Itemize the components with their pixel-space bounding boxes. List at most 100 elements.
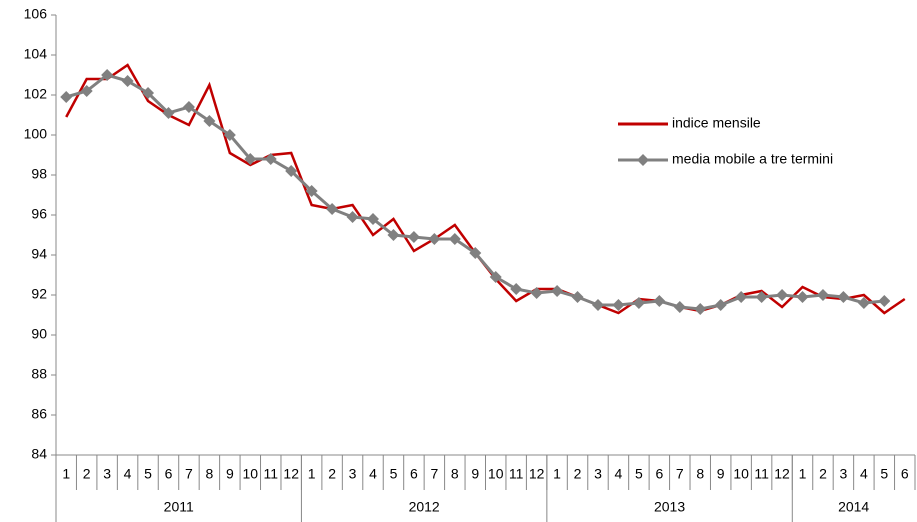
series-marker — [203, 115, 216, 127]
x-tick-label: 10 — [243, 466, 259, 482]
y-tick-label: 86 — [31, 406, 47, 422]
series-marker — [530, 287, 543, 299]
series-marker — [60, 91, 73, 103]
x-group-label: 2014 — [838, 499, 869, 515]
x-tick-label: 9 — [471, 466, 479, 482]
x-tick-label: 5 — [880, 466, 888, 482]
x-tick-label: 3 — [349, 466, 357, 482]
series-marker — [510, 283, 523, 295]
series-marker — [80, 85, 93, 97]
x-group-label: 2011 — [164, 499, 194, 515]
series-marker — [223, 129, 236, 141]
x-tick-label: 8 — [696, 466, 704, 482]
x-tick-label: 9 — [717, 466, 725, 482]
y-tick-label: 84 — [31, 446, 47, 462]
x-tick-label: 2 — [83, 466, 91, 482]
series-marker — [182, 101, 195, 113]
series-marker — [387, 229, 400, 241]
y-tick-label: 88 — [31, 366, 47, 382]
x-tick-label: 8 — [205, 466, 213, 482]
x-tick-label: 3 — [840, 466, 848, 482]
x-tick-label: 3 — [594, 466, 602, 482]
series-marker — [407, 231, 420, 243]
x-tick-label: 11 — [509, 466, 524, 482]
y-tick-label: 98 — [31, 166, 47, 182]
x-tick-label: 2 — [574, 466, 582, 482]
series-marker — [857, 297, 870, 309]
series-marker — [469, 247, 482, 259]
legend-label: indice mensile — [672, 115, 761, 131]
legend-label: media mobile a tre termini — [672, 151, 833, 167]
x-tick-label: 11 — [263, 466, 278, 482]
x-tick-label: 6 — [165, 466, 173, 482]
series-marker — [673, 301, 686, 313]
series-marker — [428, 233, 441, 245]
series-marker — [367, 213, 380, 225]
series-line — [65, 63, 906, 315]
x-tick-label: 5 — [144, 466, 152, 482]
x-tick-label: 6 — [901, 466, 909, 482]
x-tick-label: 4 — [615, 466, 623, 482]
y-tick-label: 104 — [24, 46, 48, 62]
series-marker — [285, 165, 298, 177]
series-marker — [755, 291, 768, 303]
x-tick-label: 5 — [390, 466, 398, 482]
series-marker — [346, 211, 359, 223]
x-tick-label: 1 — [308, 466, 316, 482]
x-tick-label: 12 — [774, 466, 790, 482]
x-tick-label: 4 — [369, 466, 377, 482]
series-marker — [551, 285, 564, 297]
series-marker — [448, 233, 461, 245]
x-tick-label: 10 — [733, 466, 749, 482]
series-marker — [632, 297, 645, 309]
y-tick-label: 92 — [31, 286, 47, 302]
x-tick-label: 12 — [529, 466, 545, 482]
x-tick-label: 5 — [635, 466, 643, 482]
y-tick-label: 94 — [31, 246, 47, 262]
x-tick-label: 4 — [124, 466, 132, 482]
x-tick-label: 3 — [103, 466, 111, 482]
series-marker — [694, 303, 707, 315]
series-marker — [101, 69, 114, 81]
series-marker — [142, 87, 155, 99]
legend-marker — [637, 154, 649, 166]
series-marker — [837, 291, 850, 303]
y-tick-label: 106 — [24, 6, 48, 22]
series-marker — [571, 291, 584, 303]
y-tick-label: 102 — [24, 86, 48, 102]
x-tick-label: 7 — [676, 466, 684, 482]
series-marker — [162, 107, 175, 119]
x-group-label: 2013 — [654, 499, 685, 515]
series-marker — [816, 289, 829, 301]
y-tick-label: 90 — [31, 326, 47, 342]
y-tick-label: 100 — [24, 126, 48, 142]
x-tick-label: 4 — [860, 466, 868, 482]
x-tick-label: 2 — [328, 466, 336, 482]
y-tick-label: 96 — [31, 206, 47, 222]
series-marker — [653, 295, 666, 307]
series-marker — [489, 271, 502, 283]
x-group-label: 2012 — [409, 499, 440, 515]
x-tick-label: 9 — [226, 466, 234, 482]
x-tick-label: 1 — [62, 466, 70, 482]
x-tick-label: 12 — [283, 466, 299, 482]
series-marker — [714, 299, 727, 311]
x-tick-label: 8 — [451, 466, 459, 482]
series-marker — [776, 289, 789, 301]
series-marker — [591, 299, 604, 311]
series-marker — [326, 203, 339, 215]
x-tick-label: 6 — [410, 466, 418, 482]
x-tick-label: 6 — [655, 466, 663, 482]
x-tick-label: 1 — [553, 466, 561, 482]
series-marker — [264, 153, 277, 165]
x-tick-label: 2 — [819, 466, 827, 482]
series-marker — [305, 185, 318, 197]
x-tick-label: 1 — [799, 466, 807, 482]
series-marker — [796, 291, 809, 303]
series-marker — [735, 291, 748, 303]
x-tick-label: 7 — [430, 466, 438, 482]
series-marker — [244, 153, 257, 165]
x-tick-label: 11 — [754, 466, 769, 482]
x-tick-label: 7 — [185, 466, 193, 482]
